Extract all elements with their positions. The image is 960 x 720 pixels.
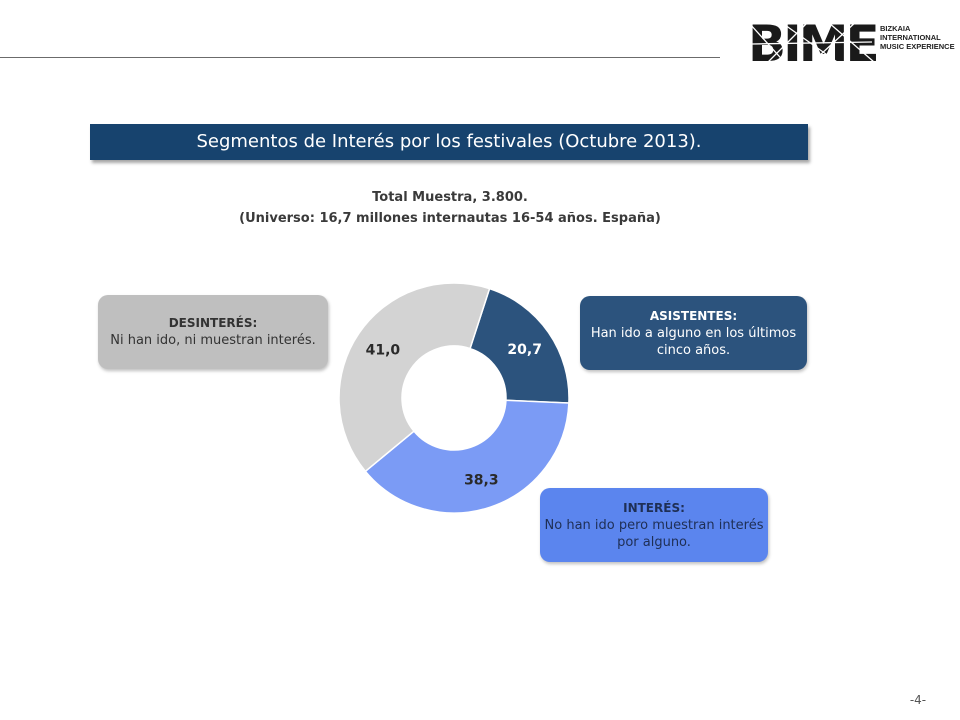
donut-chart: 20,7 38,3 41,0 <box>338 282 570 514</box>
sample-total: Total Muestra, 3.800. <box>372 190 528 205</box>
logo-network-lines <box>749 19 875 69</box>
callout-text: Ni han ido, ni muestran interés. <box>110 333 316 348</box>
callout-interes: INTERÉS: No han ido pero muestran interé… <box>540 488 768 562</box>
logo-tagline-line: BIZKAIA <box>880 24 911 33</box>
donut-slice-0 <box>469 287 570 404</box>
callout-asistentes: ASISTENTES: Han ido a alguno en los últi… <box>580 296 807 370</box>
logo-tagline: BIZKAIA INTERNATIONAL MUSIC EXPERIENCE <box>880 24 955 51</box>
donut-slice-label-0: 20,7 <box>507 342 542 358</box>
logo-tagline-line: INTERNATIONAL <box>880 33 941 42</box>
callout-title: ASISTENTES: <box>649 308 738 323</box>
header-rule <box>0 57 720 58</box>
callout-desinteres: DESINTERÉS: Ni han ido, ni muestran inte… <box>98 295 328 369</box>
callout-text: No han ido pero muestran interés por alg… <box>544 517 764 550</box>
logo-tagline-line: MUSIC EXPERIENCE <box>880 42 955 51</box>
page-number: -4- <box>909 693 927 707</box>
donut-slice-label-2: 41,0 <box>366 343 401 359</box>
callout-title: INTERÉS: <box>623 500 685 515</box>
callout-title: DESINTERÉS: <box>168 316 258 330</box>
donut-slice-2 <box>338 282 491 473</box>
donut-slice-label-1: 38,3 <box>464 473 499 489</box>
slide-title: Segmentos de Interés por los festivales … <box>90 124 808 160</box>
donut-slice-1 <box>364 399 570 514</box>
bime-logo: BIME BIZKAIA INTERNATIONAL MUSIC EXPERIE… <box>748 14 955 74</box>
callout-text: Han ido a alguno en los últimos cinco añ… <box>590 325 797 358</box>
sample-universe: (Universo: 16,7 millones internautas 16-… <box>239 211 661 226</box>
